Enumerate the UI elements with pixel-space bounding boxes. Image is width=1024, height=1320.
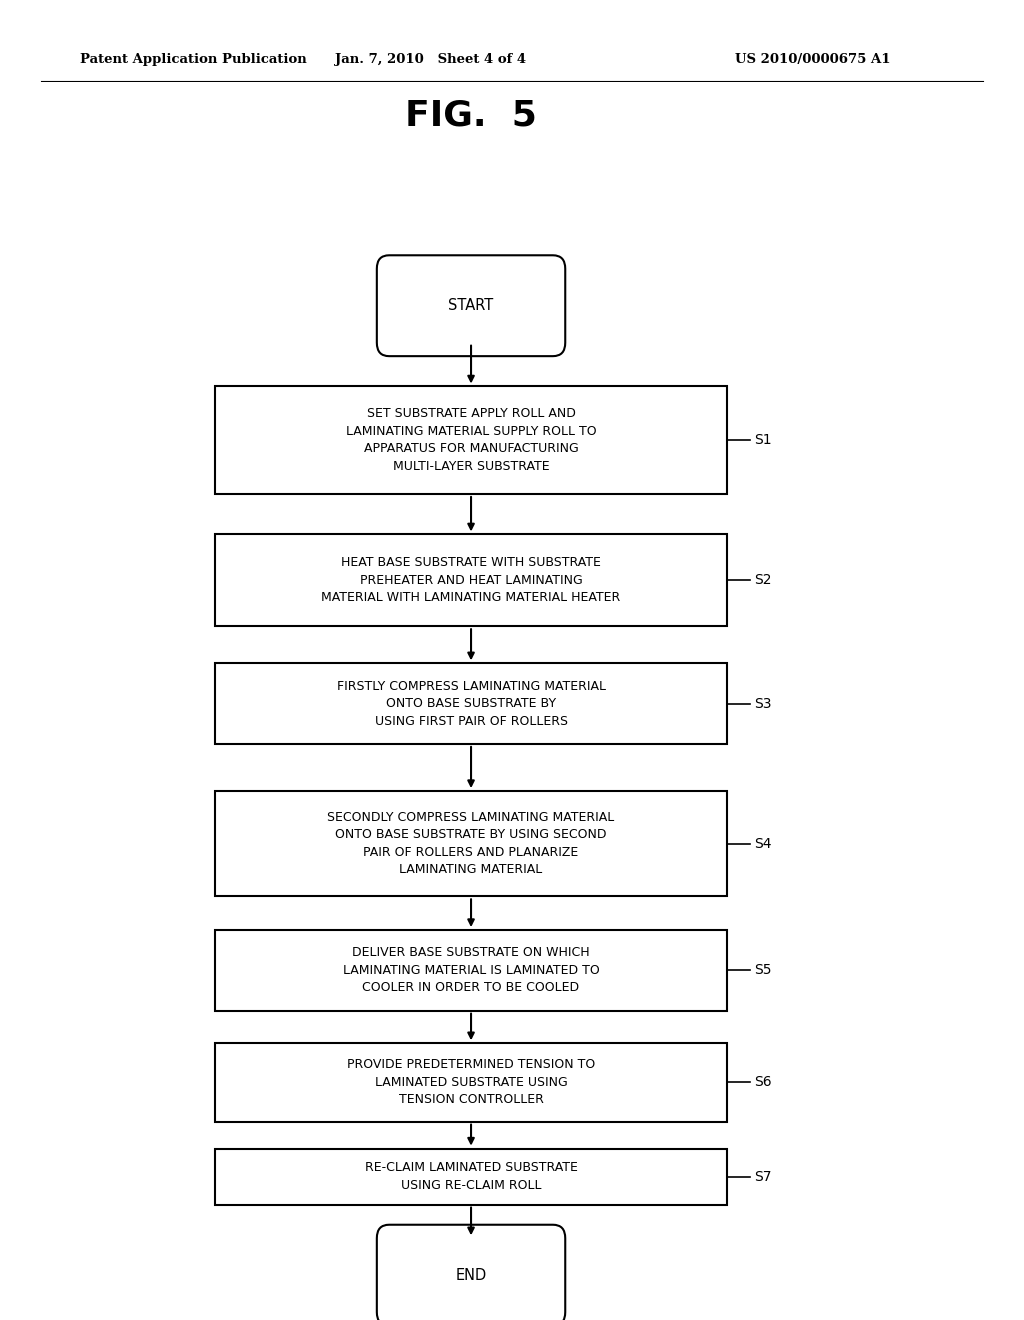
- Text: DELIVER BASE SUBSTRATE ON WHICH
LAMINATING MATERIAL IS LAMINATED TO
COOLER IN OR: DELIVER BASE SUBSTRATE ON WHICH LAMINATI…: [343, 946, 599, 994]
- Bar: [215, 387, 727, 494]
- Text: END: END: [456, 1267, 486, 1283]
- Bar: [215, 535, 727, 626]
- Text: SET SUBSTRATE APPLY ROLL AND
LAMINATING MATERIAL SUPPLY ROLL TO
APPARATUS FOR MA: SET SUBSTRATE APPLY ROLL AND LAMINATING …: [346, 408, 596, 473]
- Text: PROVIDE PREDETERMINED TENSION TO
LAMINATED SUBSTRATE USING
TENSION CONTROLLER: PROVIDE PREDETERMINED TENSION TO LAMINAT…: [347, 1059, 595, 1106]
- Text: US 2010/0000675 A1: US 2010/0000675 A1: [735, 53, 891, 66]
- Text: START: START: [449, 298, 494, 313]
- Text: FIG.  5: FIG. 5: [406, 99, 537, 133]
- FancyBboxPatch shape: [377, 1225, 565, 1320]
- Text: S6: S6: [754, 1076, 771, 1089]
- Text: S3: S3: [754, 697, 771, 710]
- Text: HEAT BASE SUBSTRATE WITH SUBSTRATE
PREHEATER AND HEAT LAMINATING
MATERIAL WITH L: HEAT BASE SUBSTRATE WITH SUBSTRATE PREHE…: [322, 556, 621, 605]
- Bar: [215, 931, 727, 1011]
- Bar: [215, 663, 727, 744]
- Text: S4: S4: [754, 837, 771, 850]
- Text: S7: S7: [754, 1170, 771, 1184]
- Text: Patent Application Publication: Patent Application Publication: [80, 53, 306, 66]
- Bar: [215, 791, 727, 896]
- Bar: [215, 1148, 727, 1205]
- Text: S2: S2: [754, 573, 771, 587]
- Text: FIRSTLY COMPRESS LAMINATING MATERIAL
ONTO BASE SUBSTRATE BY
USING FIRST PAIR OF : FIRSTLY COMPRESS LAMINATING MATERIAL ONT…: [337, 680, 605, 727]
- Text: SECONDLY COMPRESS LAMINATING MATERIAL
ONTO BASE SUBSTRATE BY USING SECOND
PAIR O: SECONDLY COMPRESS LAMINATING MATERIAL ON…: [328, 810, 614, 876]
- FancyBboxPatch shape: [377, 255, 565, 356]
- Bar: [215, 1043, 727, 1122]
- Text: S1: S1: [754, 433, 771, 447]
- Text: S5: S5: [754, 964, 771, 977]
- Text: Jan. 7, 2010   Sheet 4 of 4: Jan. 7, 2010 Sheet 4 of 4: [335, 53, 525, 66]
- Text: RE-CLAIM LAMINATED SUBSTRATE
USING RE-CLAIM ROLL: RE-CLAIM LAMINATED SUBSTRATE USING RE-CL…: [365, 1162, 578, 1192]
